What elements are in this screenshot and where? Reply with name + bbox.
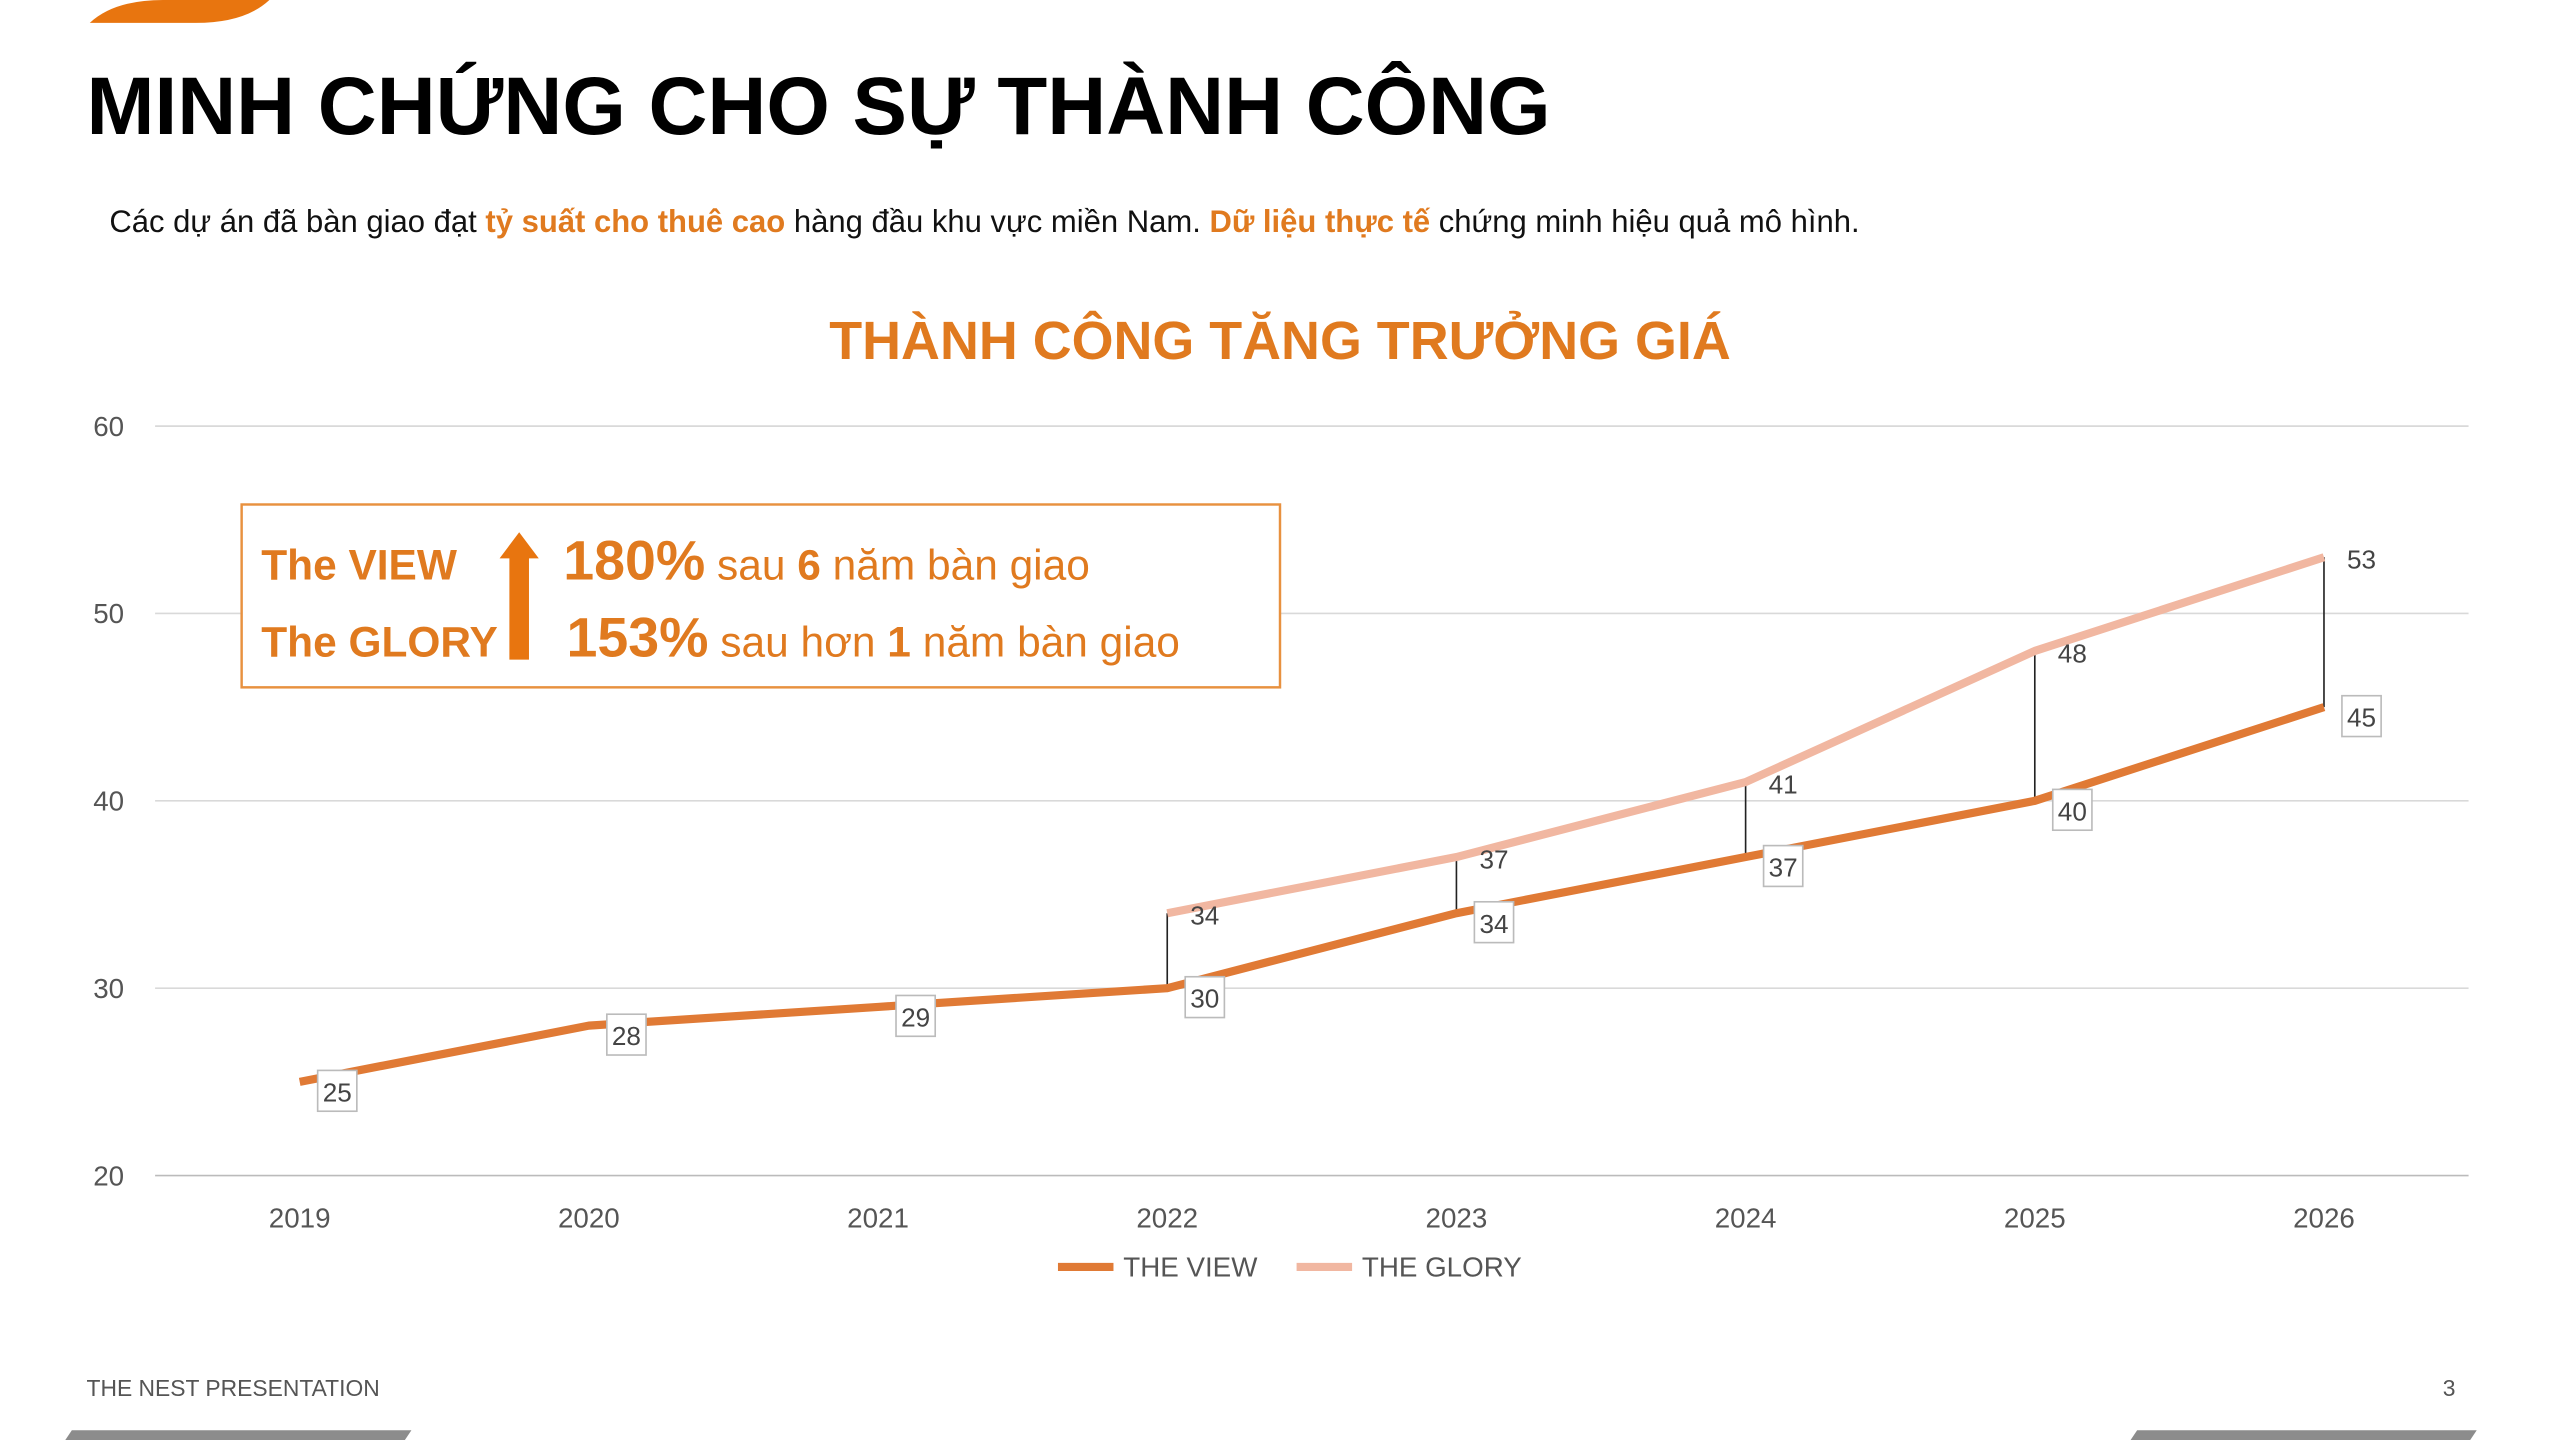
y-tick-label: 50 [93, 598, 124, 629]
highlight-text: 180% sau 6 năm bàn giao [563, 530, 1090, 592]
highlight-num: 1 [887, 618, 911, 665]
x-tick-label: 2025 [2004, 1203, 2066, 1234]
x-tick-label: 2024 [1715, 1203, 1777, 1234]
subtitle-highlight: Dữ liệu thực tế [1209, 204, 1430, 239]
x-tick-label: 2021 [847, 1203, 909, 1234]
value-label: 28 [612, 1021, 641, 1051]
value-label-box [316, 1069, 358, 1113]
subtitle: Các dự án đã bàn giao đạt tỷ suất cho th… [109, 204, 1859, 239]
subtitle-highlight: tỷ suất cho thuê cao [485, 204, 785, 239]
value-label: 45 [2347, 703, 2376, 733]
highlight-label: The VIEW [261, 542, 458, 589]
series-line [1166, 553, 2326, 918]
highlight-word: năm bàn giao [923, 618, 1180, 665]
value-label-box [1473, 900, 1515, 944]
value-label-box [2051, 788, 2093, 832]
highlight-pct: 180% [563, 530, 705, 592]
x-tick-label: 2026 [2293, 1203, 2355, 1234]
x-tick-label: 2022 [1136, 1203, 1198, 1234]
y-tick-label: 60 [93, 411, 124, 442]
value-label: 30 [1190, 984, 1219, 1014]
highlight-pct: 153% [567, 606, 709, 668]
x-tick-label: 2019 [269, 1203, 331, 1234]
footer-bar [65, 1430, 412, 1440]
value-label: 25 [323, 1077, 352, 1107]
value-label-box [895, 994, 937, 1038]
value-label: 34 [1190, 901, 1219, 931]
y-tick-label: 40 [93, 786, 124, 817]
slide-title: MINH CHỨNG CHO SỰ THÀNH CÔNG [87, 61, 1551, 152]
y-tick-label: 30 [93, 973, 124, 1004]
x-tick-label: 2023 [1426, 1203, 1488, 1234]
value-label-box [1762, 844, 1804, 888]
value-label: 48 [2058, 638, 2087, 668]
highlight-word: sau hơn [720, 618, 875, 665]
subtitle-text: hàng đầu khu vực miền Nam. [794, 204, 1201, 239]
arrow-up [499, 532, 539, 660]
highlight-num: 6 [797, 542, 821, 589]
legend-label: THE VIEW [1123, 1252, 1258, 1283]
highlight-word: sau [717, 542, 785, 589]
page-number: 3 [2443, 1375, 2456, 1401]
series-line [298, 703, 2326, 1086]
footer: THE NEST PRESENTATION [87, 1375, 380, 1401]
value-label: 29 [901, 1002, 930, 1032]
value-label: 37 [1479, 844, 1508, 874]
corner-shape [89, 0, 270, 23]
legend-label: THE GLORY [1362, 1252, 1522, 1283]
plot: 20 30 40 50 60 2019 2020 2021 2022 2023 2024 2025 20… [93, 411, 2469, 1283]
value-label-box [606, 1013, 647, 1056]
highlight-box [240, 503, 1282, 689]
footer-bar [2130, 1430, 2477, 1440]
x-tick-label: 2020 [558, 1203, 620, 1234]
highlight-text: 153% sau hơn 1 năm bàn giao [567, 606, 1180, 668]
chart-title: THÀNH CÔNG TĂNG TRƯỞNG GIÁ [829, 310, 1730, 371]
subtitle-text: Các dự án đã bàn giao đạt [109, 204, 477, 239]
value-label: 41 [1769, 770, 1798, 800]
highlight-word: năm bàn giao [833, 542, 1090, 589]
value-label: 34 [1479, 909, 1508, 939]
value-label-box [1184, 975, 1226, 1019]
value-label: 53 [2347, 545, 2376, 575]
value-label: 37 [1769, 853, 1798, 883]
y-tick-label: 20 [93, 1160, 124, 1191]
highlight-label: The GLORY [261, 618, 498, 665]
subtitle-text: chứng minh hiệu quả mô hình. [1439, 204, 1860, 239]
value-label: 40 [2058, 796, 2087, 826]
value-label-box [2341, 694, 2382, 738]
